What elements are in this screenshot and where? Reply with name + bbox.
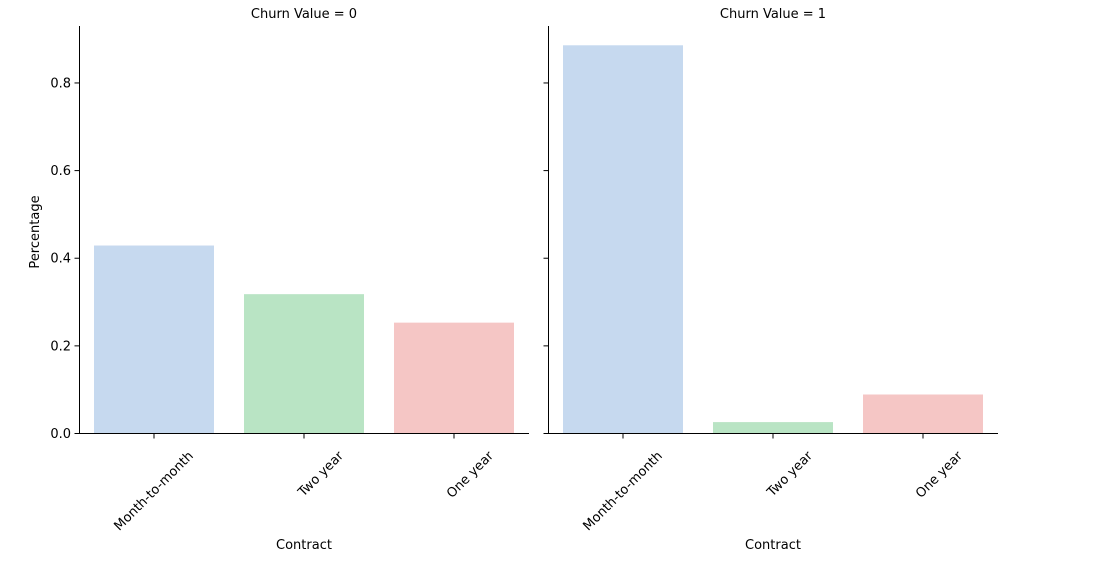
panel-title: Churn Value = 1	[720, 7, 826, 22]
bar	[713, 422, 833, 434]
x-tick-label: Two year	[764, 448, 816, 500]
x-axis-label: Contract	[745, 538, 801, 553]
x-tick-label: One year	[913, 448, 966, 501]
bar	[863, 394, 983, 434]
x-axis-label: Contract	[276, 538, 332, 553]
bar	[244, 294, 364, 434]
y-tick-label: 0.6	[50, 164, 71, 179]
y-tick-label: 0.2	[50, 339, 71, 354]
panel-marks: Month-to-month Two year One year 0.0 0.2 0.4 0…	[50, 76, 514, 534]
panel-churn-1: Churn Value = 1 Month-to-month Two year On…	[543, 7, 998, 553]
bar	[563, 45, 683, 434]
x-tick-label: One year	[444, 448, 497, 501]
x-tick-label: Two year	[295, 448, 347, 500]
x-tick-label: Month-to-month	[112, 449, 197, 534]
y-axis-label: Percentage	[28, 195, 43, 268]
y-tick-label: 0.8	[50, 76, 71, 91]
x-tick-label: Month-to-month	[581, 449, 666, 534]
panel-marks: Month-to-month Two year One year	[543, 45, 983, 534]
y-tick-label: 0.0	[50, 427, 71, 442]
bar	[394, 322, 514, 434]
y-tick-label: 0.4	[50, 252, 71, 267]
panel-title: Churn Value = 0	[251, 7, 357, 22]
bar	[94, 245, 214, 434]
panel-churn-0: Churn Value = 0 Month-to-month Two year On…	[50, 7, 529, 553]
